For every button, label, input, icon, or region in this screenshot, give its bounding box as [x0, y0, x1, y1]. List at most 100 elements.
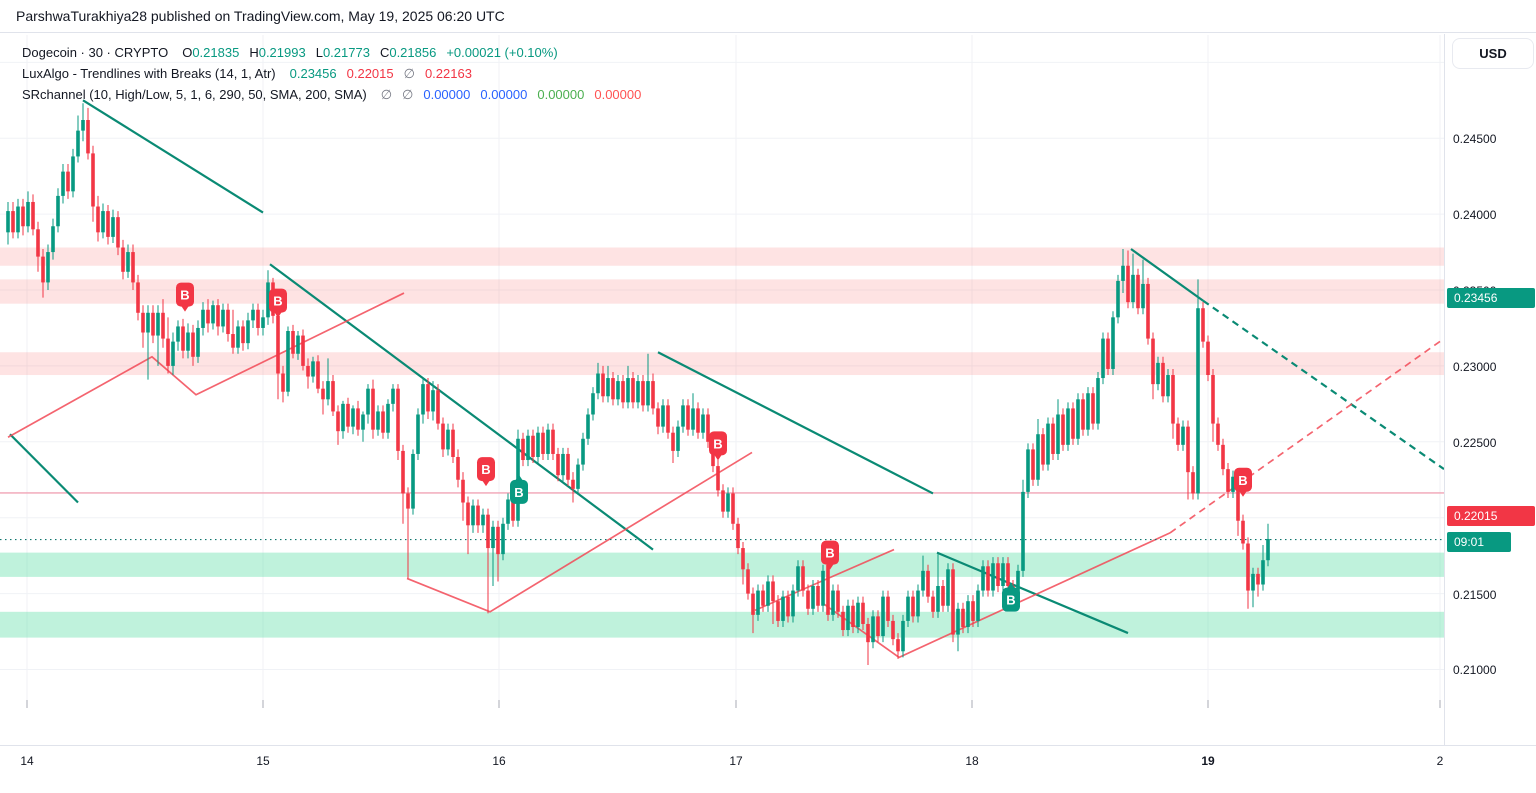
chart-legend[interactable]: Dogecoin · 30 · CRYPTO O0.21835 H0.21993 L0…: [22, 42, 651, 105]
candle-up: [111, 217, 115, 237]
candle-down: [741, 548, 745, 570]
candle-down: [751, 593, 755, 615]
candle-up: [261, 317, 265, 328]
legend-title: Dogecoin · 30 · CRYPTO: [22, 45, 169, 60]
candle-down: [696, 408, 700, 433]
red-trendline-dashed: [1169, 337, 1444, 534]
break-badge-red: [1234, 467, 1252, 492]
time-axis[interactable]: 14 15 16 17 18 19 2: [0, 746, 1444, 779]
break-badge-red: [709, 431, 727, 456]
candle-up: [1261, 560, 1265, 585]
candle-up: [471, 505, 475, 526]
candle-down: [666, 405, 670, 433]
price-axis-label: 0.24000: [1453, 208, 1497, 223]
candle-down: [556, 453, 560, 476]
candle-up: [821, 570, 825, 606]
candle-up: [856, 602, 860, 627]
teal-trendline-dashed: [1202, 299, 1444, 471]
candle-up: [16, 206, 20, 233]
candle-down: [476, 505, 480, 526]
candle-up: [636, 381, 640, 403]
candle-down: [426, 384, 430, 412]
candle-up: [831, 590, 835, 615]
candle-up: [251, 309, 255, 321]
candle-up: [661, 405, 665, 427]
candle-down: [436, 390, 440, 424]
candle-up: [236, 326, 240, 348]
candle-down: [231, 334, 235, 348]
candle-up: [386, 403, 390, 433]
candle-down: [1081, 399, 1085, 430]
candle-up: [576, 464, 580, 489]
candle-up: [286, 330, 290, 392]
candle-down: [151, 312, 155, 336]
candle-up: [906, 596, 910, 621]
candle-down: [1071, 408, 1075, 439]
candle-down: [1006, 563, 1010, 587]
legend-title: SRchannel (10, High/Low, 5, 1, 6, 290, 5…: [22, 87, 367, 102]
candle-up: [311, 361, 315, 377]
candle-up: [1076, 399, 1080, 439]
candle-down: [41, 256, 45, 283]
candle-down: [121, 247, 125, 272]
break-badge-red: [176, 282, 194, 307]
candle-down: [1151, 338, 1155, 385]
break-badge-label: B: [273, 294, 282, 309]
candle-down: [1226, 469, 1230, 492]
candle-down: [1256, 573, 1260, 585]
legend-row-0[interactable]: Dogecoin · 30 · CRYPTO O0.21835 H0.21993 L0…: [22, 42, 651, 63]
candle-up: [1096, 378, 1100, 424]
candle-up: [726, 493, 730, 512]
break-badge-label: B: [180, 288, 189, 303]
candle-up: [901, 620, 905, 652]
candle-up: [681, 405, 685, 427]
candle-down: [541, 432, 545, 454]
candle-down: [1146, 283, 1150, 339]
candle-down: [1241, 520, 1245, 544]
candle-up: [506, 499, 510, 524]
candle-up: [981, 566, 985, 591]
time-axis-label: 19: [1201, 754, 1215, 768]
time-axis-label: 18: [965, 754, 979, 768]
resistance-zone: [0, 352, 1444, 376]
candle-down: [1171, 375, 1175, 424]
candle-up: [71, 156, 75, 192]
candle-down: [531, 435, 535, 457]
candle-down: [641, 381, 645, 406]
candle-up: [626, 378, 630, 403]
candle-down: [731, 493, 735, 524]
candle-down: [971, 601, 975, 621]
candle-down: [686, 405, 690, 430]
time-axis-label: 16: [492, 754, 506, 768]
chart-area[interactable]: B B B B B B B B Dogecoin · 30 · CRYPTO O0.21835 H…: [0, 34, 1444, 779]
currency-button[interactable]: USD: [1452, 38, 1534, 69]
candle-up: [846, 605, 850, 631]
candlestick-chart[interactable]: B B B B B B B B: [0, 34, 1444, 745]
candle-up: [596, 373, 600, 394]
candle-down: [141, 312, 145, 333]
candle-down: [836, 590, 840, 612]
candle-up: [546, 429, 550, 454]
price-axis[interactable]: USD 0.245000.240000.235000.230000.225000…: [1444, 34, 1536, 745]
legend-row-2[interactable]: SRchannel (10, High/Low, 5, 1, 6, 290, 5…: [22, 84, 651, 105]
break-badge-label: B: [713, 436, 722, 451]
candle-up: [1121, 265, 1125, 281]
candle-down: [521, 438, 525, 461]
candle-down: [671, 432, 675, 451]
candle-up: [701, 414, 705, 433]
candle-down: [1236, 476, 1240, 521]
teal-trendline-solid: [936, 551, 1129, 635]
resistance-zone: [0, 247, 1444, 266]
legend-row-1[interactable]: LuxAlgo - Trendlines with Breaks (14, 1,…: [22, 63, 651, 84]
candle-down: [336, 411, 340, 432]
legend-value: ∅: [403, 65, 415, 81]
break-badge-pointer: [482, 480, 490, 487]
candle-down: [746, 569, 750, 594]
support-zone: [0, 611, 1444, 638]
break-badge-pointer: [181, 305, 189, 312]
candle-down: [321, 388, 325, 400]
break-badge-teal: [510, 479, 528, 504]
candle-up: [606, 378, 610, 397]
candle-up: [646, 381, 650, 406]
candle-down: [826, 564, 830, 615]
